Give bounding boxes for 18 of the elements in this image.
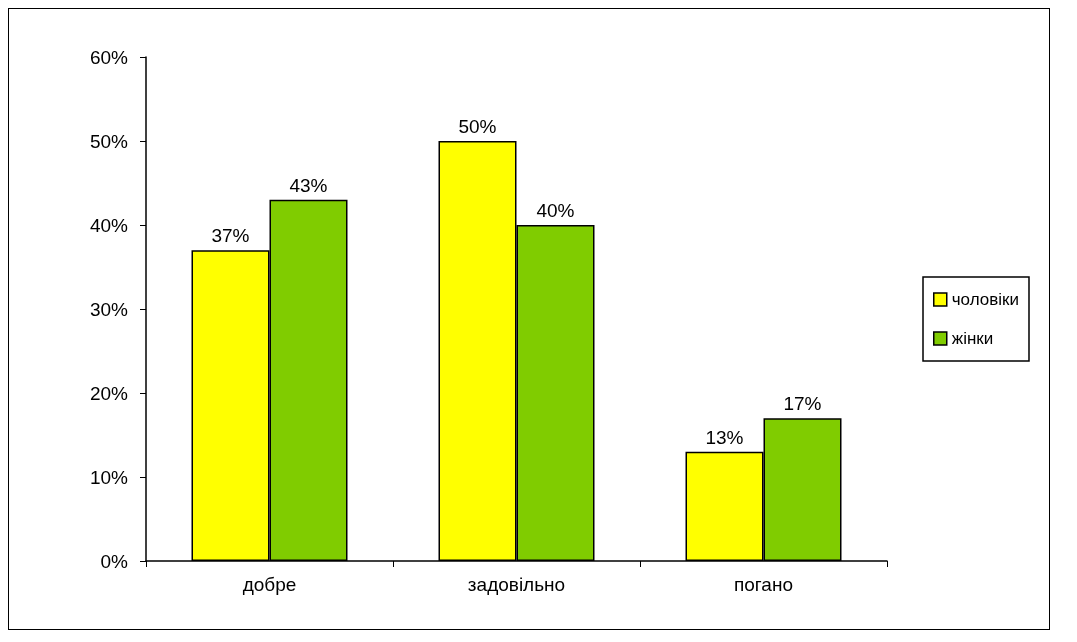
x-tick-label: задовільно <box>467 574 566 595</box>
legend-label: чоловіки <box>951 290 1020 309</box>
y-tick-label: 40% <box>89 214 129 236</box>
y-tick-label: 50% <box>89 130 129 152</box>
data-label: 13% <box>705 426 744 448</box>
y-tick-label: 20% <box>89 382 129 404</box>
data-label: 50% <box>458 116 497 137</box>
y-tick-label: 30% <box>89 298 129 320</box>
data-label: 17% <box>783 393 822 415</box>
y-tick-label: 0% <box>100 550 129 572</box>
x-tick-label: погано <box>734 574 793 595</box>
legend-label: жінки <box>951 329 994 348</box>
data-label: 40% <box>536 200 575 221</box>
x-tick-label: добре <box>242 574 297 595</box>
data-label: 37% <box>211 225 250 247</box>
y-tick-label: 10% <box>89 466 129 488</box>
data-label: 43% <box>289 174 328 196</box>
y-tick-label: 60% <box>89 46 129 68</box>
